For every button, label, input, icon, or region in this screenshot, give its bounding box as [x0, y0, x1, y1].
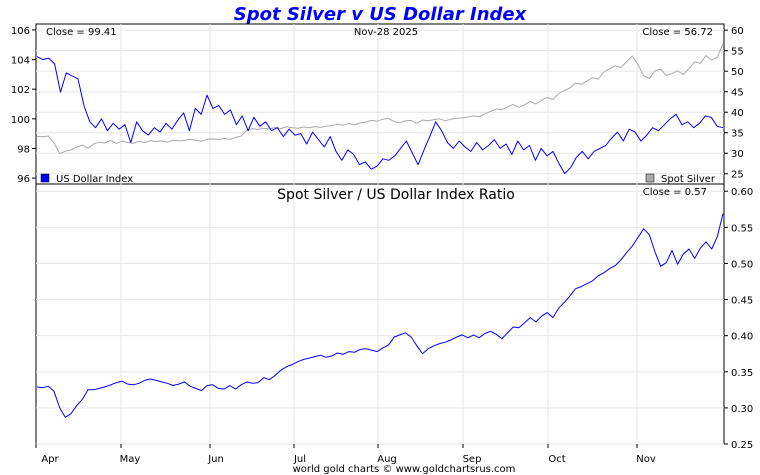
- grid-layer: [36, 24, 724, 445]
- ratio-axis-tick-label: 0.35: [731, 368, 753, 379]
- ratio-axis-tick-label: 0.60: [731, 187, 753, 198]
- x-axis-month-label: Oct: [548, 454, 565, 465]
- right-axis-tick-label: 45: [731, 88, 744, 99]
- left-close-label: Close = 99.41: [46, 27, 117, 38]
- left-axis-tick-label: 100: [11, 115, 30, 126]
- legend-label-silver: Spot Silver: [661, 174, 716, 185]
- right-axis-tick-label: 40: [731, 108, 744, 119]
- axis-layer: 96 98 100 102 104 106 25 30 35 40 45 50 55 60 0.25 0.30…: [11, 26, 753, 465]
- series-layer: [36, 43, 724, 418]
- ratio-axis-tick-label: 0.40: [731, 332, 753, 343]
- spot-silver-line: [36, 43, 724, 155]
- ratio-axis-tick-label: 0.25: [731, 440, 753, 451]
- chart-title: Spot Silver v US Dollar Index: [234, 4, 528, 25]
- ratio-title: Spot Silver / US Dollar Index Ratio: [277, 187, 515, 203]
- right-axis-tick-label: 60: [731, 26, 744, 37]
- ratio-axis-tick-label: 0.55: [731, 223, 753, 234]
- right-axis-tick-label: 25: [731, 170, 744, 181]
- right-axis-tick-label: 55: [731, 47, 744, 58]
- ratio-close-label: Close = 0.57: [643, 187, 707, 198]
- x-axis-month-label: May: [120, 454, 141, 465]
- date-label: Nov-28 2025: [354, 27, 418, 38]
- top-panel-frame: [35, 23, 725, 185]
- us-dollar-index-line: [36, 56, 724, 175]
- x-axis-month-label: Nov: [636, 454, 656, 465]
- ratio-axis-tick-label: 0.30: [731, 404, 753, 415]
- ratio-axis-tick-label: 0.50: [731, 259, 753, 270]
- right-axis-tick-label: 30: [731, 149, 744, 160]
- ratio-line: [36, 213, 724, 418]
- left-axis-tick-label: 106: [11, 26, 30, 37]
- right-axis-tick-label: 50: [731, 67, 744, 78]
- left-axis-tick-label: 102: [11, 85, 30, 96]
- x-axis-month-label: Apr: [41, 454, 59, 465]
- right-close-label: Close = 56.72: [642, 27, 713, 38]
- x-axis-month-label: Aug: [377, 454, 397, 465]
- legend-label-usd: US Dollar Index: [56, 174, 133, 185]
- legend-swatch-usd: [40, 173, 50, 183]
- bottom-panel-frame: [35, 183, 725, 445]
- right-axis-tick-label: 35: [731, 129, 744, 140]
- legend-swatch-silver: [645, 173, 655, 183]
- x-axis-month-label: Jul: [293, 454, 306, 465]
- footer-credit: world gold charts © www.goldchartsrus.co…: [293, 464, 516, 475]
- x-axis-month-label: Jun: [207, 454, 224, 465]
- ratio-axis-tick-label: 0.45: [731, 296, 753, 307]
- left-axis-tick-label: 98: [17, 144, 30, 155]
- left-axis-tick-label: 96: [17, 174, 30, 185]
- left-axis-tick-label: 104: [11, 56, 30, 67]
- x-axis-month-label: Sep: [463, 454, 482, 465]
